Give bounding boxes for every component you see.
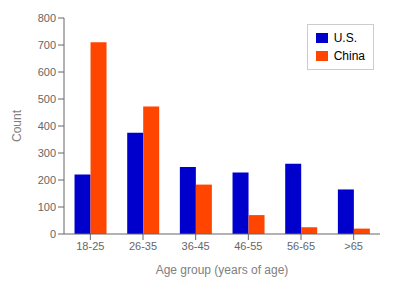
svg-text:600: 600	[38, 66, 56, 78]
svg-text:800: 800	[38, 12, 56, 24]
svg-text:18-25: 18-25	[76, 240, 104, 252]
html-text:China: China	[333, 49, 365, 63]
html-text:U.S.: U.S.	[333, 31, 357, 45]
svg-text:36-45: 36-45	[182, 240, 210, 252]
svg-text:26-35: 26-35	[129, 240, 157, 252]
svg-text:300: 300	[38, 147, 56, 159]
svg-text:400: 400	[38, 120, 56, 132]
svg-text:>65: >65	[344, 240, 363, 252]
svg-text:Count: Count	[10, 109, 24, 142]
svg-text:100: 100	[38, 201, 56, 213]
svg-text:Age group (years of age): Age group (years of age)	[156, 263, 289, 277]
svg-text:46-55: 46-55	[234, 240, 262, 252]
svg-text:700: 700	[38, 39, 56, 51]
svg-text:500: 500	[38, 93, 56, 105]
svg-text:56-65: 56-65	[287, 240, 315, 252]
svg-text:0: 0	[50, 228, 56, 240]
svg-text:200: 200	[38, 174, 56, 186]
